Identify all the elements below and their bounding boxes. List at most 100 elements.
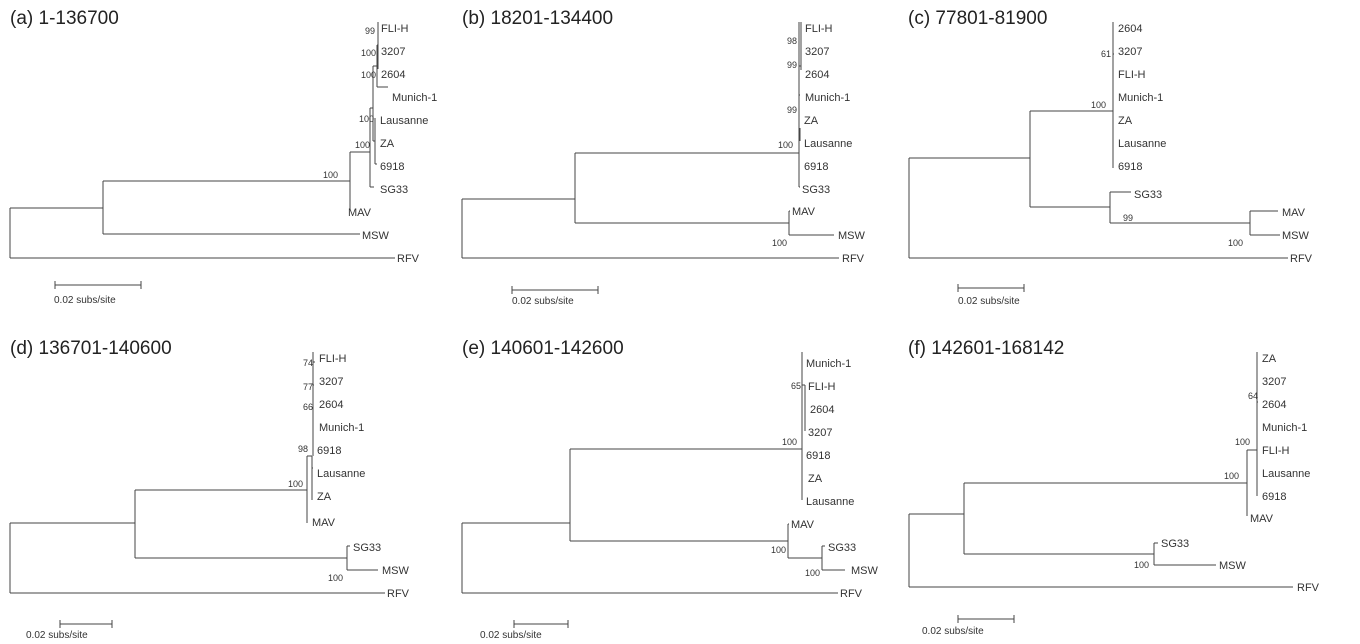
tip-label: FLI-H: [319, 353, 347, 365]
branches-e: [461, 352, 845, 594]
support-value: 64: [1248, 391, 1258, 401]
tip-labels-a: FLI-H 3207 2604 Munich-1 Lausanne ZA 691…: [348, 23, 437, 265]
tip-label: SG33: [380, 184, 408, 196]
scale-bar-d: 0.02 subs/site: [26, 620, 113, 641]
support-value: 100: [1091, 100, 1106, 110]
tip-label: FLI-H: [805, 23, 833, 35]
tip-label: ZA: [317, 491, 332, 503]
support-value: 100: [355, 140, 370, 150]
tip-label: Lausanne: [317, 468, 365, 480]
support-value: 100: [361, 48, 376, 58]
tip-label: MAV: [348, 207, 372, 219]
tree-panel-e: (e) 140601-142600 0.02 subs/site M: [461, 338, 902, 644]
support-value: 98: [787, 36, 797, 46]
tip-label: MSW: [362, 230, 390, 242]
branches-d: [9, 352, 385, 594]
support-value: 100: [361, 70, 376, 80]
panel-title-c: (c) 77801-81900: [908, 8, 1048, 29]
tip-label: ZA: [380, 138, 395, 150]
tree-a: 0.02 subs/site FLI-H 3207 2604 Munich-1 …: [9, 22, 437, 306]
support-value: 100: [323, 170, 338, 180]
tip-label: 3207: [1118, 46, 1142, 58]
tip-label: MSW: [1219, 560, 1247, 572]
tip-label: SG33: [1134, 189, 1162, 201]
branches-b: [461, 22, 839, 259]
scale-label-f: 0.02 subs/site: [922, 626, 984, 637]
support-value: 100: [359, 114, 374, 124]
tip-label: Munich-1: [1262, 422, 1307, 434]
tip-label: Lausanne: [804, 138, 852, 150]
support-value: 66: [303, 402, 313, 412]
scale-bar-b: 0.02 subs/site: [511, 286, 599, 307]
tip-label: ZA: [804, 115, 819, 127]
tip-label: 2604: [381, 69, 405, 81]
tip-label: Lausanne: [1118, 138, 1166, 150]
tip-label: FLI-H: [1262, 445, 1290, 457]
tip-label: RFV: [387, 588, 410, 600]
tip-label: Munich-1: [805, 92, 850, 104]
panel-title-e: (e) 140601-142600: [462, 338, 624, 359]
branches-a: [9, 22, 395, 259]
tip-label: 3207: [381, 46, 405, 58]
tip-label: 2604: [805, 69, 829, 81]
support-value: 100: [782, 437, 797, 447]
tip-label: Munich-1: [319, 422, 364, 434]
tip-label: 2604: [810, 404, 834, 416]
support-values-a: 99 100 100 100 100 100: [323, 26, 376, 180]
support-value: 65: [791, 381, 801, 391]
tip-label: 6918: [380, 161, 404, 173]
tip-label: 6918: [1118, 161, 1142, 173]
panel-title-a: (a) 1-136700: [10, 8, 119, 29]
tip-label: RFV: [1297, 582, 1320, 594]
tree-panel-f: (f) 142601-168142 0.02 subs/site ZA 3207: [908, 338, 1348, 644]
support-value: 100: [1228, 238, 1243, 248]
tip-label: SG33: [802, 184, 830, 196]
tree-e: 0.02 subs/site Munich-1 FLI-H 2604 3207 …: [461, 352, 879, 641]
tip-label: MSW: [851, 565, 879, 577]
tip-label: ZA: [1262, 353, 1277, 365]
tip-labels-c: 2604 3207 FLI-H Munich-1 ZA Lausanne 691…: [1118, 23, 1313, 265]
tip-label: Lausanne: [1262, 468, 1310, 480]
tip-label: Munich-1: [392, 92, 437, 104]
panel-title-f: (f) 142601-168142: [908, 338, 1065, 359]
tree-c: 0.02 subs/site 2604 3207 FLI-H Munich-1 …: [908, 22, 1313, 307]
tree-d: 0.02 subs/site FLI-H 3207 2604 Munich-1 …: [9, 352, 410, 641]
tip-label: MAV: [791, 519, 815, 531]
tip-label: ZA: [808, 473, 823, 485]
tip-label: 2604: [1118, 23, 1142, 35]
support-value: 100: [1224, 471, 1239, 481]
tip-label: RFV: [842, 253, 865, 265]
scale-bar-f: 0.02 subs/site: [922, 615, 1015, 637]
tip-label: MSW: [1282, 230, 1310, 242]
tip-label: RFV: [397, 253, 420, 265]
support-value: 100: [772, 238, 787, 248]
tip-label: Munich-1: [806, 358, 851, 370]
scale-label-d: 0.02 subs/site: [26, 630, 88, 641]
support-value: 100: [771, 545, 786, 555]
scale-label-c: 0.02 subs/site: [958, 296, 1020, 307]
support-values-f: 64 100 100 100: [1134, 391, 1258, 570]
tip-labels-f: ZA 3207 2604 Munich-1 FLI-H Lausanne 691…: [1161, 353, 1320, 594]
support-value: 74: [303, 358, 313, 368]
tip-label: ZA: [1118, 115, 1133, 127]
tip-label: SG33: [828, 542, 856, 554]
tip-label: RFV: [1290, 253, 1313, 265]
scale-bar-e: 0.02 subs/site: [480, 620, 569, 641]
support-value: 100: [328, 573, 343, 583]
tip-label: 3207: [1262, 376, 1286, 388]
tip-label: MAV: [312, 517, 336, 529]
tip-label: Lausanne: [380, 115, 428, 127]
tip-label: 3207: [319, 376, 343, 388]
support-value: 100: [778, 140, 793, 150]
support-value: 99: [787, 105, 797, 115]
tip-label: 6918: [806, 450, 830, 462]
panel-title-b: (b) 18201-134400: [462, 8, 614, 29]
support-value: 61: [1101, 49, 1111, 59]
scale-label-e: 0.02 subs/site: [480, 630, 542, 641]
support-value: 100: [288, 479, 303, 489]
support-values-c: 61 100 99 100: [1091, 49, 1243, 248]
tip-label: 6918: [317, 445, 341, 457]
panel-title-d: (d) 136701-140600: [10, 338, 172, 359]
tip-label: FLI-H: [381, 23, 409, 35]
scale-bar-c: 0.02 subs/site: [957, 284, 1025, 307]
